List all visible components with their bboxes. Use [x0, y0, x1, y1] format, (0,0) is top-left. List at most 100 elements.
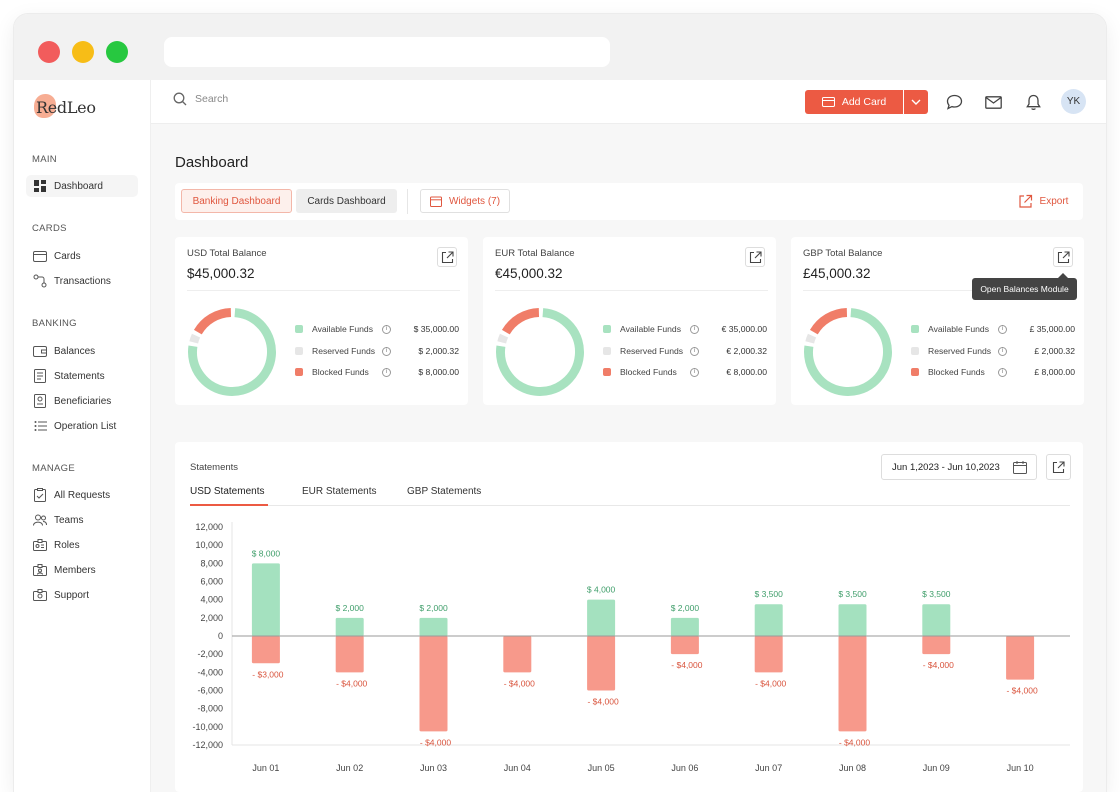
add-card-dropdown-button[interactable] [904, 90, 928, 114]
browser-window: RedLeo MAIN Dashboard CARDS Cards Transa… [14, 14, 1106, 792]
tooltip: Open Balances Module [972, 273, 1077, 300]
bar-positive[interactable] [251, 563, 280, 636]
sidebar-item-roles[interactable]: Roles [26, 534, 138, 556]
bar-value-label: - $4,000 [1006, 686, 1037, 696]
sidebar-section-title: CARDS [32, 223, 67, 234]
bar-value-label: - $4,000 [755, 678, 786, 688]
legend-swatch [911, 325, 919, 333]
bar-positive[interactable] [922, 604, 951, 636]
sidebar-item-cards[interactable]: Cards [26, 245, 138, 267]
y-tick-label: -2,000 [197, 649, 223, 659]
add-card-button[interactable]: Add Card [805, 90, 903, 114]
sidebar-section-title: MAIN [32, 154, 57, 165]
info-icon[interactable]: i [690, 346, 699, 356]
close-window-button[interactable] [38, 41, 60, 63]
mail-icon [984, 95, 1002, 109]
info-icon[interactable]: i [998, 324, 1007, 334]
legend-amount: € 35,000.00 [721, 324, 767, 334]
info-icon[interactable]: i [382, 324, 391, 334]
info-icon[interactable]: i [690, 367, 699, 377]
balance-card-total: £45,000.32 [803, 266, 871, 281]
bar-positive[interactable] [335, 617, 364, 636]
bar-negative[interactable] [587, 636, 616, 691]
donut-segment [497, 333, 509, 344]
legend-swatch [603, 347, 611, 355]
info-icon[interactable]: i [382, 346, 391, 356]
bar-positive[interactable] [670, 617, 699, 636]
legend-item-reserved: Reserved Funds i $ 2,000.32 [295, 346, 459, 356]
bar-negative[interactable] [503, 636, 532, 673]
sidebar-item-statements[interactable]: Statements [26, 365, 138, 387]
date-range-picker[interactable]: Jun 1,2023 - Jun 10,2023 [881, 454, 1037, 480]
tab-cards-dashboard[interactable]: Cards Dashboard [296, 189, 397, 213]
y-tick-label: 8,000 [200, 558, 223, 568]
divider [407, 189, 408, 214]
bar-negative[interactable] [754, 636, 783, 673]
donut-segment [188, 308, 276, 396]
sidebar-item-operation-list[interactable]: Operation List [26, 415, 138, 437]
open-statements-button[interactable] [1046, 454, 1071, 480]
bar-negative[interactable] [251, 636, 280, 664]
sidebar-item-all-requests[interactable]: All Requests [26, 484, 138, 506]
donut-segment [804, 308, 892, 396]
balance-card-title: EUR Total Balance [495, 248, 575, 259]
search-input[interactable]: Search [173, 92, 228, 106]
x-tick-label: Jun 04 [504, 763, 531, 773]
legend-amount: € 2,000.32 [726, 346, 767, 356]
legend-amount: £ 35,000.00 [1029, 324, 1075, 334]
tab-banking-dashboard[interactable]: Banking Dashboard [181, 189, 292, 213]
balance-card-gbp: GBP Total Balance £45,000.32 Available F… [791, 237, 1084, 405]
sidebar-item-label: Dashboard [54, 180, 103, 192]
bar-positive[interactable] [754, 604, 783, 636]
bar-value-label: $ 2,000 [419, 603, 448, 613]
info-icon[interactable]: i [998, 367, 1007, 377]
bar-positive[interactable] [587, 599, 616, 636]
sidebar-item-dashboard[interactable]: Dashboard [26, 175, 138, 197]
export-button[interactable]: Export [1013, 189, 1073, 213]
x-tick-label: Jun 01 [252, 763, 279, 773]
balance-card-title: GBP Total Balance [803, 248, 883, 259]
open-balance-button[interactable] [437, 247, 457, 267]
messages-button[interactable] [984, 93, 1002, 111]
bar-negative[interactable] [922, 636, 951, 655]
open-balance-button[interactable] [745, 247, 765, 267]
y-tick-label: -8,000 [197, 704, 223, 714]
notifications-button[interactable] [1024, 93, 1042, 111]
sidebar-item-transactions[interactable]: Transactions [26, 270, 138, 292]
maximize-window-button[interactable] [106, 41, 128, 63]
info-icon[interactable]: i [998, 346, 1007, 356]
sidebar-item-support[interactable]: Support [26, 584, 138, 606]
address-bar[interactable] [164, 37, 610, 67]
bar-negative[interactable] [1006, 636, 1035, 680]
brand-logo[interactable]: RedLeo [34, 94, 96, 120]
bar-negative[interactable] [335, 636, 364, 673]
sidebar-item-members[interactable]: Members [26, 559, 138, 581]
minimize-window-button[interactable] [72, 41, 94, 63]
tab-usd-statements[interactable]: USD Statements [190, 486, 265, 497]
sidebar-item-balances[interactable]: Balances [26, 340, 138, 362]
avatar[interactable]: YK [1061, 89, 1086, 114]
info-icon[interactable]: i [382, 367, 391, 377]
widgets-button[interactable]: Widgets (7) [420, 189, 510, 213]
logo-mark-icon [34, 94, 56, 118]
bar-negative[interactable] [670, 636, 699, 655]
browser-titlebar [14, 14, 1106, 80]
chat-button[interactable] [945, 93, 963, 111]
transfer-icon [33, 274, 47, 288]
bar-positive[interactable] [838, 604, 867, 636]
open-balance-button[interactable] [1053, 247, 1073, 267]
legend-swatch [295, 368, 303, 376]
sidebar-item-teams[interactable]: Teams [26, 509, 138, 531]
external-link-icon [749, 250, 762, 264]
bar-negative[interactable] [838, 636, 867, 732]
bar-positive[interactable] [419, 617, 448, 636]
bar-value-label: - $4,000 [504, 678, 535, 688]
legend-label: Blocked Funds [928, 367, 985, 377]
bar-negative[interactable] [419, 636, 448, 732]
info-icon[interactable]: i [690, 324, 699, 334]
y-tick-label: -4,000 [197, 667, 223, 677]
tab-eur-statements[interactable]: EUR Statements [302, 486, 377, 497]
export-label: Export [1039, 195, 1069, 207]
sidebar-item-beneficiaries[interactable]: Beneficiaries [26, 390, 138, 412]
tab-gbp-statements[interactable]: GBP Statements [407, 486, 482, 497]
